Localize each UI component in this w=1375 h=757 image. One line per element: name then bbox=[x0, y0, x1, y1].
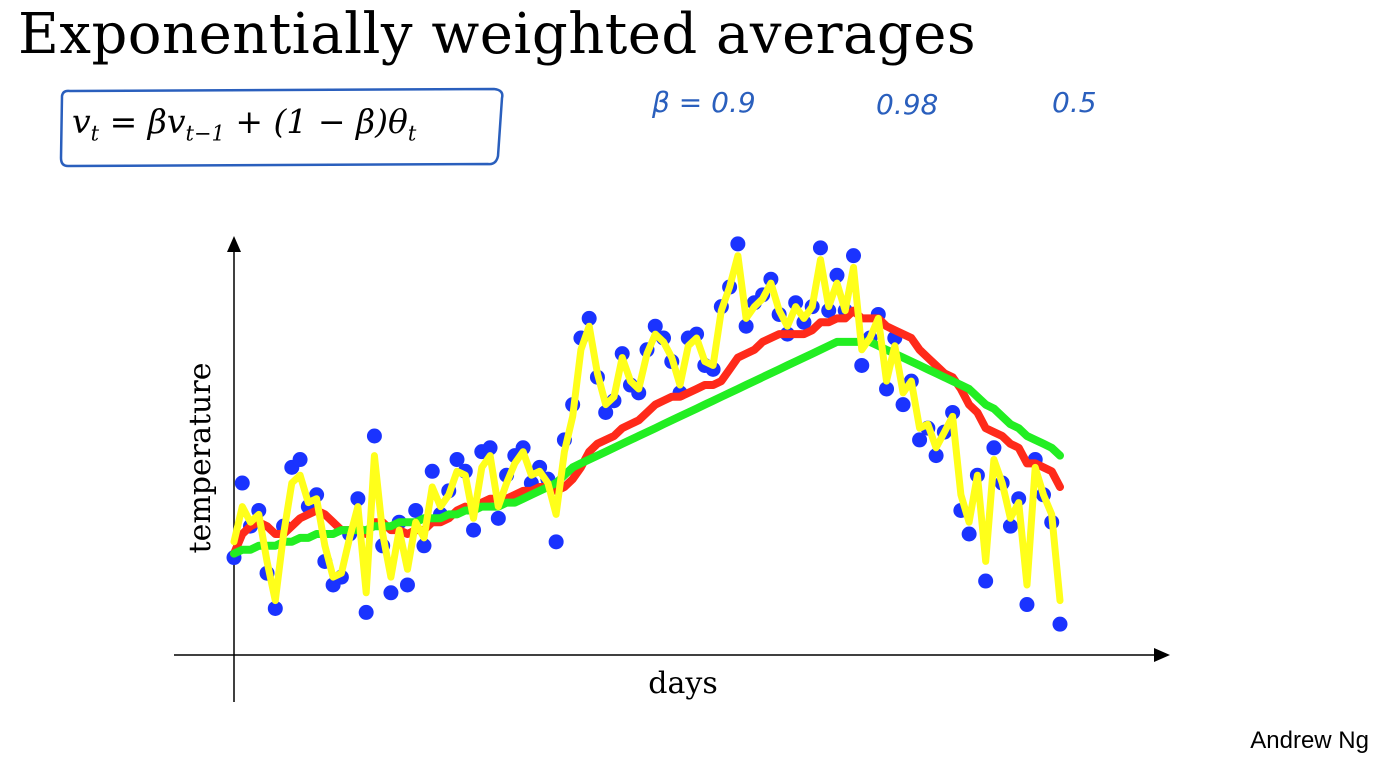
formula-sub-t: t bbox=[90, 121, 100, 146]
data-point bbox=[1052, 616, 1068, 632]
y-axis-label: temperature bbox=[183, 363, 218, 554]
data-point bbox=[846, 248, 861, 264]
formula-v2: v bbox=[166, 102, 186, 141]
data-point bbox=[366, 428, 382, 444]
slide-title: Exponentially weighted averages bbox=[18, 2, 977, 67]
data-point bbox=[466, 522, 482, 538]
formula-box-outline bbox=[59, 87, 504, 168]
data-point bbox=[399, 577, 415, 593]
data-point bbox=[267, 600, 283, 616]
data-point bbox=[350, 491, 366, 507]
formula-box: vt = βvt−1 + (1 − β)θt bbox=[58, 86, 504, 168]
data-point bbox=[912, 432, 928, 448]
beta-note-0-5: 0.5 bbox=[1052, 86, 1097, 119]
data-point bbox=[978, 573, 994, 589]
data-point bbox=[854, 357, 870, 373]
series-line-beta-0-5 bbox=[230, 252, 1064, 605]
data-point bbox=[829, 267, 845, 283]
data-point bbox=[738, 318, 754, 334]
formula-rest: + (1 − β)θ bbox=[224, 102, 408, 141]
data-point bbox=[614, 346, 630, 362]
formula-sub-tm1: t−1 bbox=[185, 121, 225, 146]
data-point bbox=[581, 310, 597, 326]
data-point bbox=[548, 534, 564, 550]
ewa-formula: vt = βvt−1 + (1 − β)θt bbox=[72, 102, 416, 146]
data-point bbox=[490, 510, 506, 526]
data-point bbox=[449, 452, 465, 468]
data-point bbox=[416, 538, 432, 554]
data-point bbox=[1019, 597, 1035, 613]
beta-note-0-98: 0.98 bbox=[876, 88, 939, 121]
formula-sub-t2: t bbox=[407, 121, 417, 146]
data-point bbox=[292, 452, 308, 468]
data-point bbox=[424, 463, 440, 479]
formula-eq: = β bbox=[99, 102, 167, 141]
chart-axes bbox=[174, 236, 1170, 702]
data-point bbox=[928, 448, 944, 464]
data-point bbox=[408, 502, 424, 518]
series-lines bbox=[230, 252, 1064, 605]
data-point bbox=[234, 475, 250, 491]
x-axis-arrow bbox=[1154, 648, 1170, 662]
data-point bbox=[895, 397, 911, 413]
x-axis-label: days bbox=[648, 666, 717, 701]
data-point bbox=[383, 585, 399, 601]
author-credit: Andrew Ng bbox=[1250, 727, 1369, 754]
data-point bbox=[1002, 518, 1018, 534]
data-point bbox=[482, 440, 498, 456]
data-point bbox=[730, 236, 746, 252]
data-point bbox=[358, 604, 374, 620]
data-point bbox=[879, 381, 895, 397]
data-point bbox=[598, 404, 614, 420]
beta-note-0-9: β = 0.9 bbox=[652, 86, 756, 119]
data-point bbox=[812, 240, 828, 256]
data-point bbox=[986, 440, 1002, 456]
data-point bbox=[961, 526, 977, 542]
data-point bbox=[821, 303, 837, 319]
y-axis-arrow bbox=[227, 236, 241, 252]
data-point bbox=[647, 318, 663, 334]
formula-v: v bbox=[72, 102, 91, 141]
